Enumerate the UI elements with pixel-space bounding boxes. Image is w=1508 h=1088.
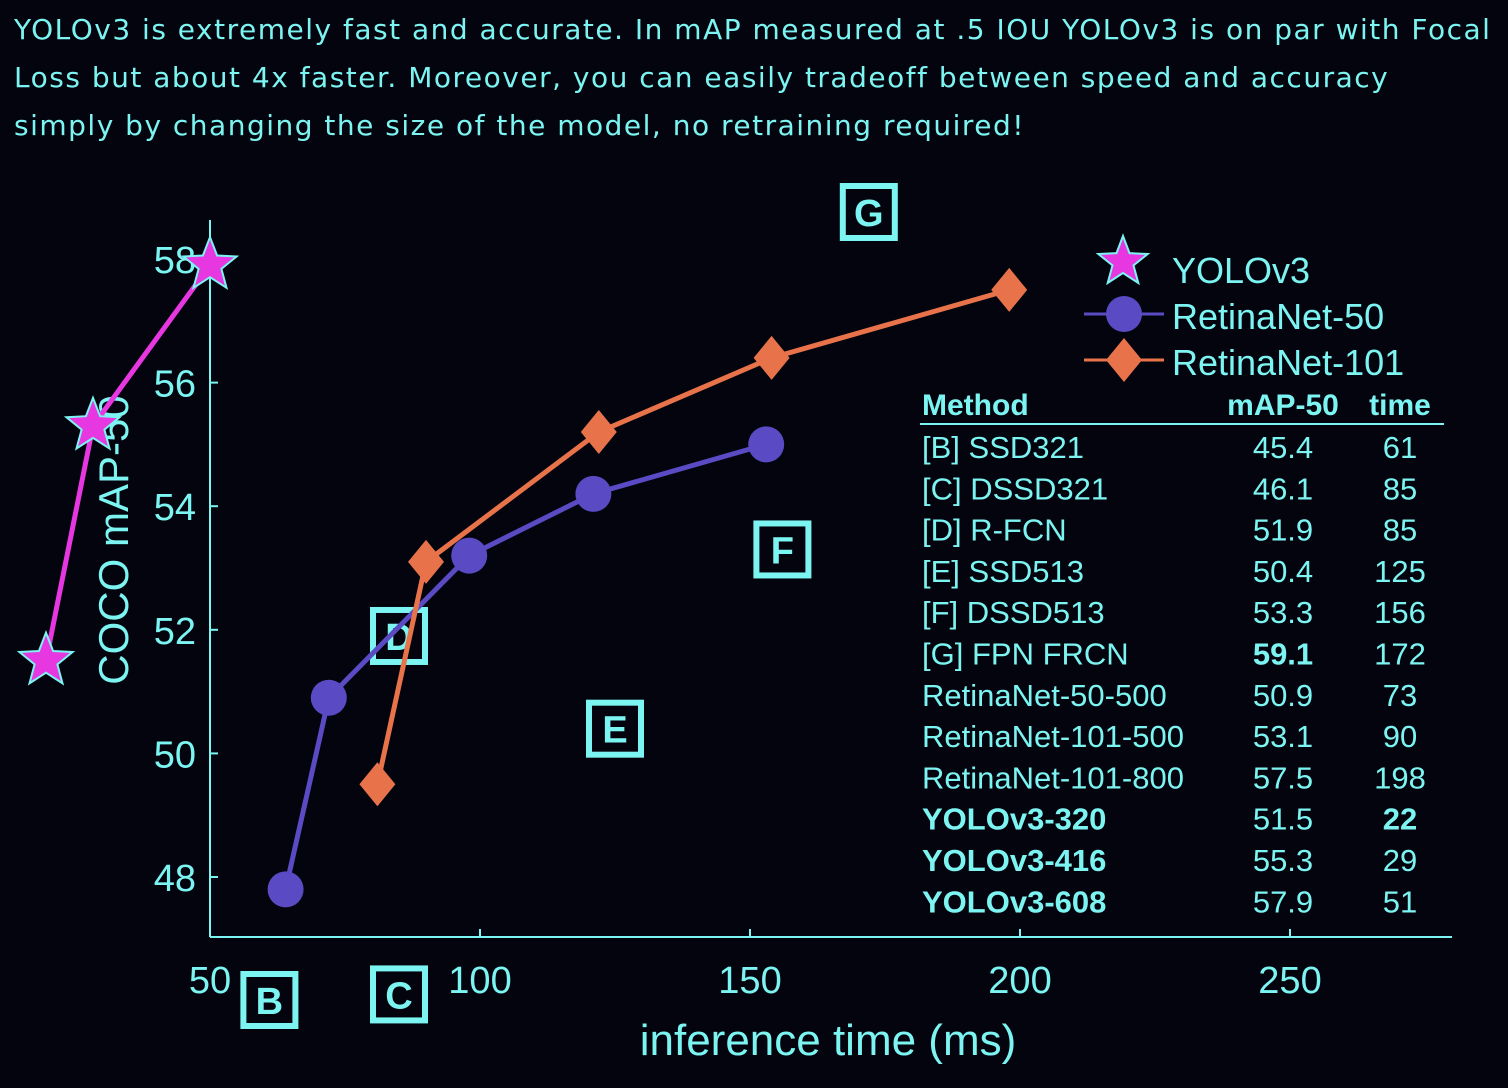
table-header-method: Method — [922, 389, 1029, 422]
table-cell-map: 50.9 — [1253, 678, 1313, 713]
series-retinanet-50 — [268, 426, 785, 907]
data-point-circle — [748, 426, 784, 462]
table-cell-method: RetinaNet-101-500 — [922, 719, 1184, 754]
data-point-circle — [451, 538, 487, 574]
series-line — [377, 290, 1009, 784]
method-letter: E — [602, 710, 627, 752]
data-point-diamond — [581, 410, 617, 454]
method-marker-d: D — [373, 610, 425, 662]
table-row: RetinaNet-101-800 57.5 198 — [922, 760, 1426, 795]
data-point-diamond — [359, 762, 395, 806]
data-point-diamond — [991, 268, 1027, 312]
table-row: [B] SSD321 45.4 61 — [922, 430, 1417, 465]
table-row: YOLOv3-608 57.9 51 — [922, 884, 1417, 919]
table-cell-time: 125 — [1374, 554, 1426, 589]
legend-label: YOLOv3 — [1172, 250, 1310, 291]
table-cell-time: 73 — [1383, 678, 1417, 713]
table-row: [C] DSSD321 46.1 85 — [922, 471, 1417, 506]
table-cell-time: 172 — [1374, 637, 1426, 672]
table-cell-map: 53.3 — [1253, 595, 1313, 630]
table-cell-map: 50.4 — [1253, 554, 1313, 589]
table-cell-method: [F] DSSD513 — [922, 595, 1105, 630]
table-row: YOLOv3-320 51.5 22 — [922, 802, 1417, 837]
y-tick-label: 56 — [154, 364, 196, 406]
table-cell-method: [C] DSSD321 — [922, 471, 1108, 506]
x-tick-label: 150 — [718, 960, 781, 1002]
data-point-circle — [575, 476, 611, 512]
table-cell-map: 55.3 — [1253, 843, 1313, 878]
data-point-star — [19, 633, 72, 684]
table-cell-map: 46.1 — [1253, 471, 1313, 506]
y-tick-label: 54 — [154, 487, 196, 529]
x-tick-label: 100 — [448, 960, 511, 1002]
series-line — [286, 444, 767, 889]
table-cell-time: 85 — [1383, 471, 1417, 506]
y-tick-label: 48 — [154, 858, 196, 900]
x-axis-label: inference time (ms) — [640, 1016, 1017, 1065]
legend-diamond-icon — [1106, 338, 1142, 382]
method-marker-e: E — [589, 703, 641, 755]
method-letter: G — [854, 193, 884, 235]
table-cell-time: 61 — [1383, 430, 1417, 465]
table-row: YOLOv3-416 55.3 29 — [922, 843, 1417, 878]
table-header-map: mAP-50 — [1227, 389, 1339, 422]
data-point-circle — [311, 680, 347, 716]
table-cell-method: [B] SSD321 — [922, 430, 1084, 465]
y-tick-label: 50 — [154, 734, 196, 776]
table-cell-method: RetinaNet-101-800 — [922, 760, 1184, 795]
method-marker-g: G — [843, 186, 895, 238]
table-cell-time: 90 — [1383, 719, 1417, 754]
results-table: Method mAP-50 time [B] SSD321 45.4 61 [C] DSSD… — [920, 389, 1444, 919]
method-letter: F — [771, 530, 794, 572]
table-row: [D] R-FCN 51.9 85 — [922, 513, 1417, 548]
table-cell-time: 85 — [1383, 513, 1417, 548]
table-row: [F] DSSD513 53.3 156 — [922, 595, 1426, 630]
table-cell-map: 59.1 — [1253, 637, 1313, 672]
table-cell-time: 51 — [1383, 884, 1417, 919]
table-row: [G] FPN FRCN 59.1 172 — [922, 637, 1426, 672]
legend-label: RetinaNet-50 — [1172, 296, 1384, 337]
table-cell-method: [E] SSD513 — [922, 554, 1084, 589]
table-cell-map: 51.9 — [1253, 513, 1313, 548]
method-marker-f: F — [756, 523, 808, 575]
y-tick-label: 52 — [154, 611, 196, 653]
table-cell-time: 29 — [1383, 843, 1417, 878]
table-cell-method: RetinaNet-50-500 — [922, 678, 1167, 713]
table-cell-method: [G] FPN FRCN — [922, 637, 1129, 672]
table-cell-time: 198 — [1374, 760, 1426, 795]
legend: YOLOv3 RetinaNet-50 RetinaNet-101 — [1084, 236, 1404, 383]
data-point-diamond — [408, 540, 444, 584]
method-letter: B — [256, 981, 283, 1023]
table-row: [E] SSD513 50.4 125 — [922, 554, 1426, 589]
table-cell-map: 45.4 — [1253, 430, 1313, 465]
method-letter: C — [385, 975, 412, 1017]
legend-star-icon — [1098, 236, 1147, 283]
x-tick-label: 200 — [988, 960, 1051, 1002]
table-row: RetinaNet-50-500 50.9 73 — [922, 678, 1417, 713]
legend-circle-icon — [1106, 296, 1142, 332]
table-cell-method: YOLOv3-320 — [922, 802, 1106, 837]
x-tick-label: 250 — [1258, 960, 1321, 1002]
table-row: RetinaNet-101-500 53.1 90 — [922, 719, 1417, 754]
table-cell-map: 53.1 — [1253, 719, 1313, 754]
data-point-diamond — [754, 336, 790, 380]
data-point-circle — [268, 871, 304, 907]
table-cell-map: 57.5 — [1253, 760, 1313, 795]
table-cell-method: YOLOv3-608 — [922, 884, 1106, 919]
x-tick-label: 50 — [189, 960, 231, 1002]
method-marker-c: C — [373, 968, 425, 1020]
table-cell-map: 57.9 — [1253, 884, 1313, 919]
method-marker-b: B — [243, 974, 295, 1026]
table-header-time: time — [1369, 389, 1431, 422]
legend-label: RetinaNet-101 — [1172, 342, 1404, 383]
table-cell-method: [D] R-FCN — [922, 513, 1067, 548]
table-cell-method: YOLOv3-416 — [922, 843, 1106, 878]
table-cell-map: 51.5 — [1253, 802, 1313, 837]
table-cell-time: 156 — [1374, 595, 1426, 630]
table-cell-time: 22 — [1383, 802, 1417, 837]
